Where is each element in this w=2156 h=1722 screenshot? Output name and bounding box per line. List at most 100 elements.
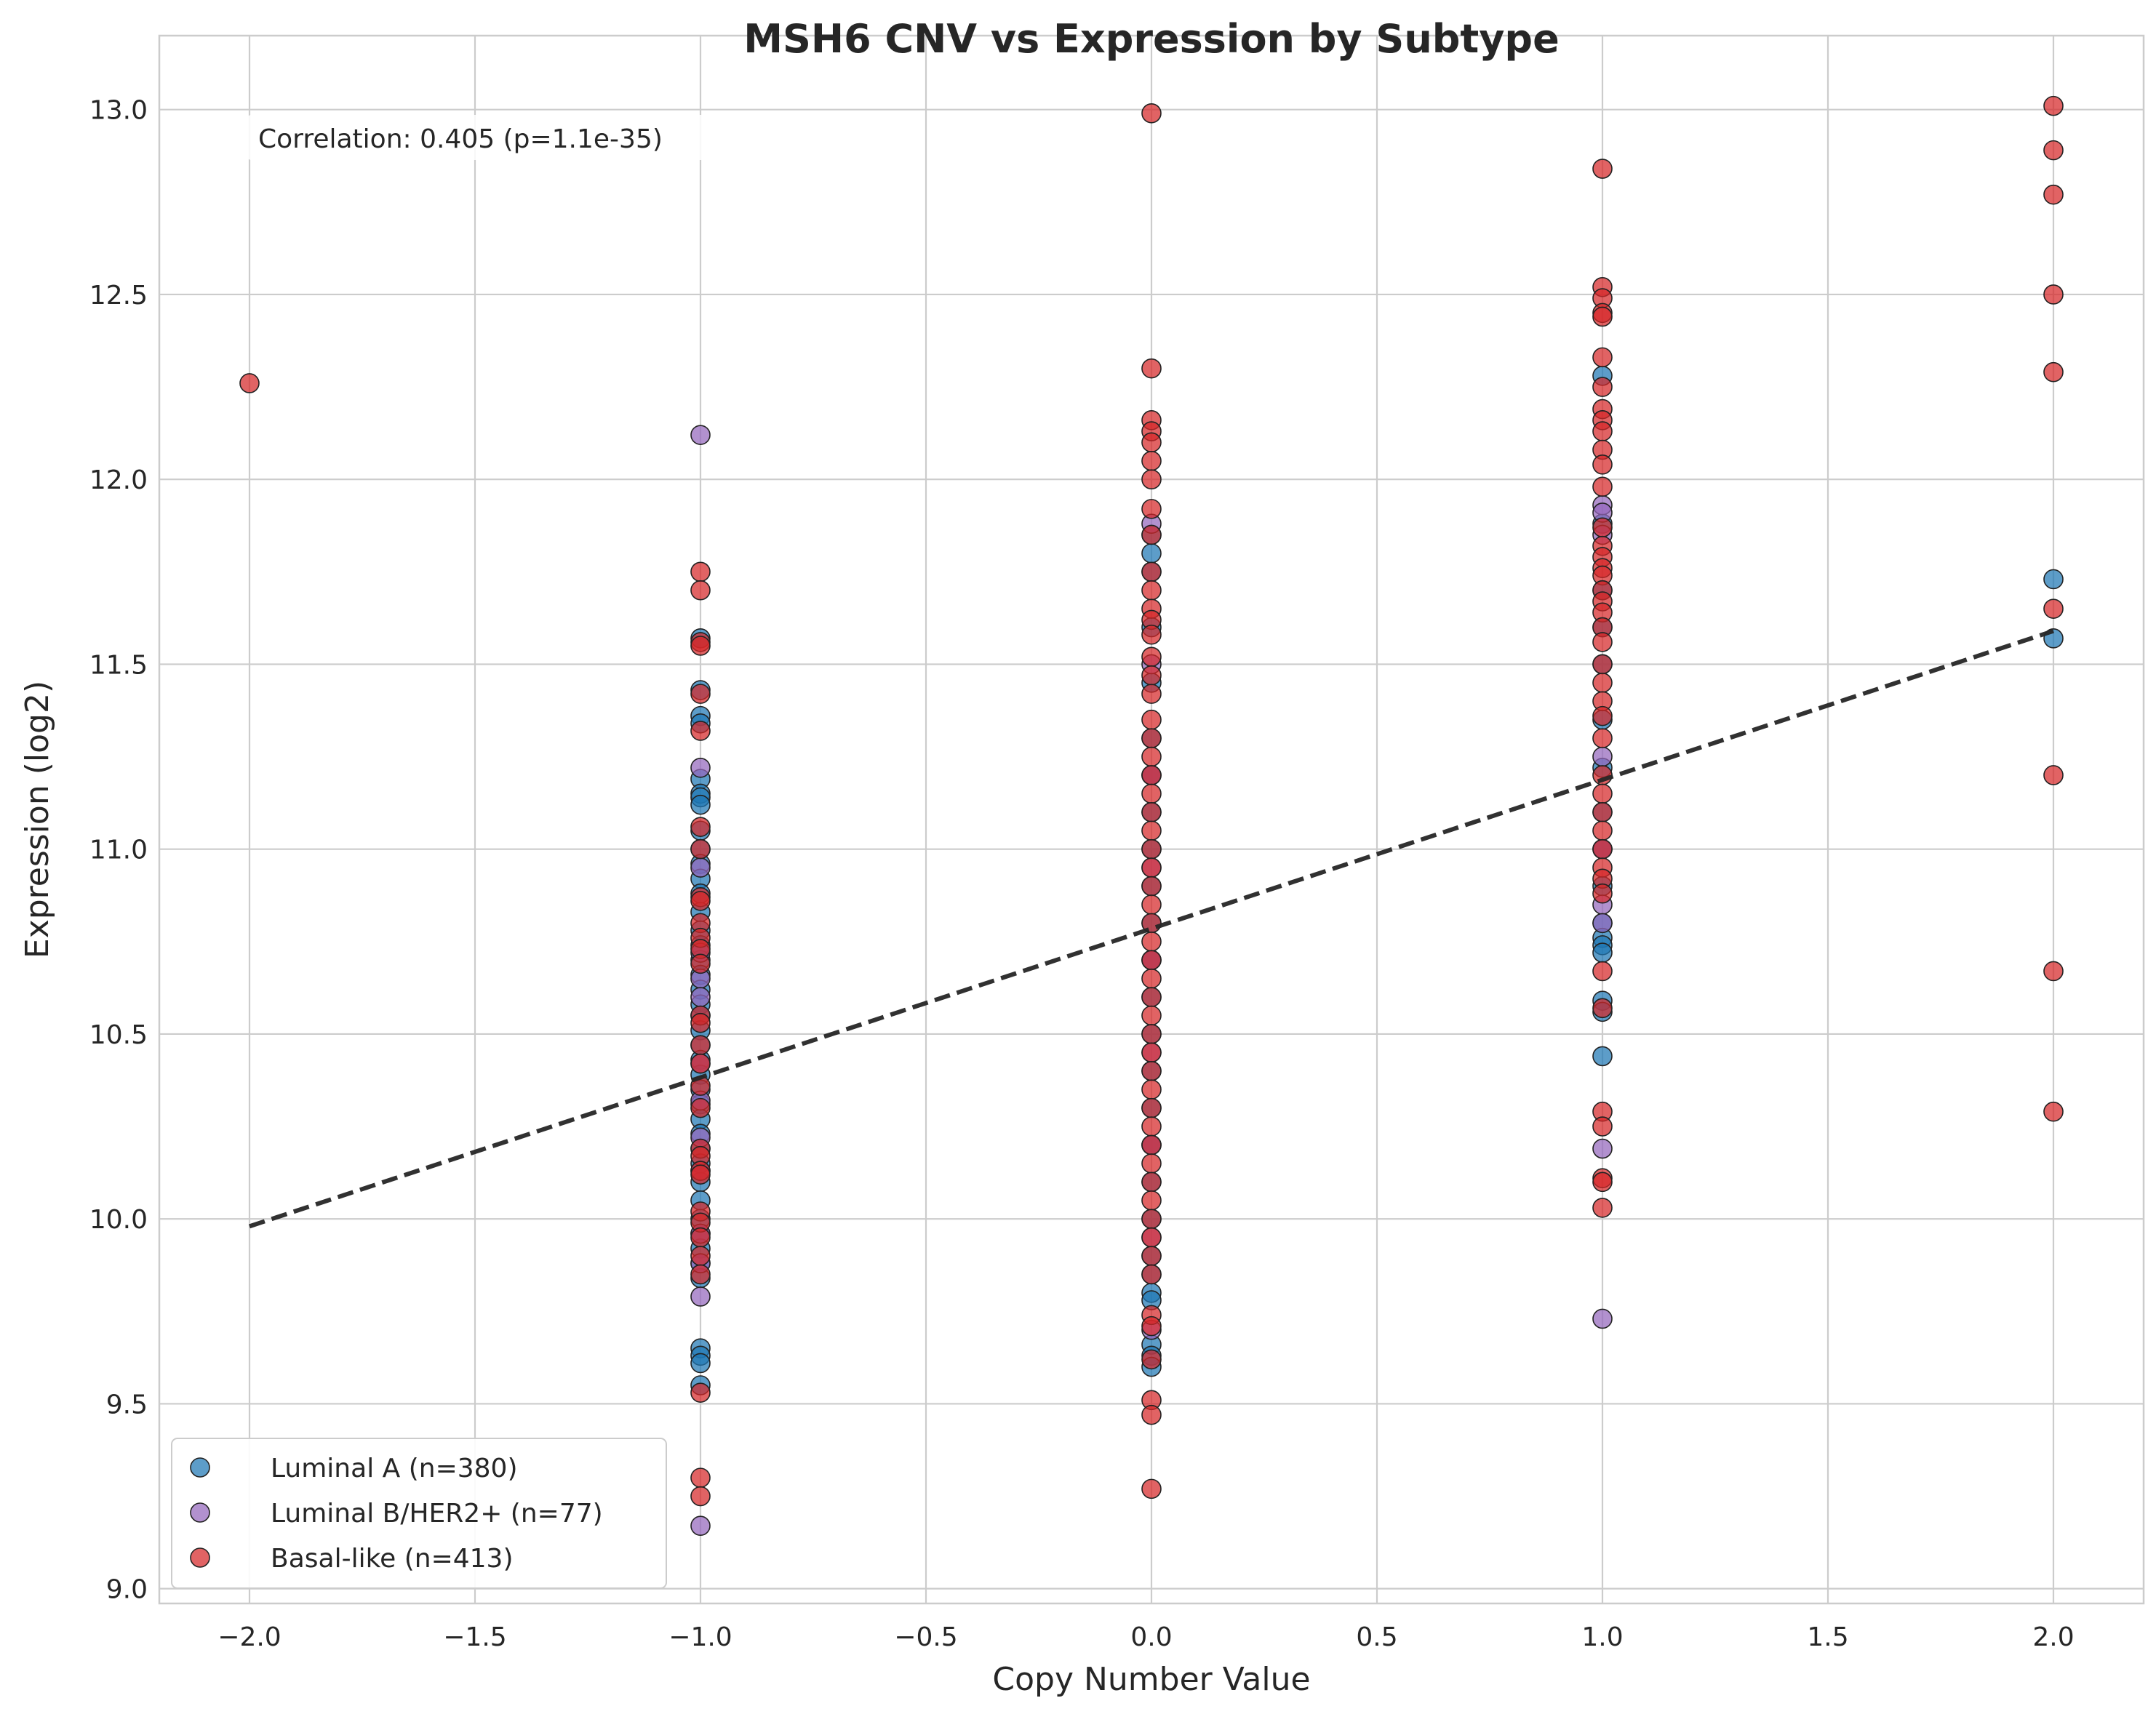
y-tick-label: 9.0 xyxy=(106,1575,148,1605)
data-point xyxy=(1141,1190,1162,1211)
annotation-box xyxy=(246,115,733,160)
data-point xyxy=(1141,665,1162,686)
y-tick-label: 10.5 xyxy=(89,1020,148,1050)
data-point xyxy=(690,1264,711,1285)
data-point xyxy=(1592,454,1613,475)
data-point xyxy=(1141,1153,1162,1174)
x-axis-ticks: −2.0 −1.5 −1.0 −0.5 0.0 0.5 1.0 1.5 2.0 xyxy=(217,1622,2074,1652)
data-point xyxy=(690,1286,711,1307)
data-point xyxy=(2043,598,2064,619)
data-point xyxy=(1141,524,1162,545)
data-point xyxy=(690,838,711,860)
data-point xyxy=(1141,1134,1162,1156)
data-point xyxy=(1141,1315,1162,1337)
data-point xyxy=(1141,561,1162,582)
data-point xyxy=(1141,1079,1162,1100)
data-point xyxy=(1592,517,1613,538)
trend-line xyxy=(249,628,2054,1229)
data-point xyxy=(690,1164,711,1185)
data-point xyxy=(1141,1264,1162,1285)
y-tick-label: 11.5 xyxy=(89,650,148,680)
data-point xyxy=(1141,646,1162,668)
data-point xyxy=(1592,883,1613,904)
data-point xyxy=(2043,361,2064,383)
x-axis-label: Copy Number Value xyxy=(992,1661,1310,1698)
data-point xyxy=(690,817,711,837)
data-point xyxy=(690,1467,711,1488)
data-point xyxy=(690,1486,711,1507)
data-point xyxy=(2043,765,2064,785)
data-point xyxy=(1141,894,1162,915)
data-point xyxy=(690,1035,711,1055)
y-axis-ticks: 9.0 9.5 10.0 10.5 11.0 11.5 12.0 12.5 13.0 xyxy=(89,96,148,1605)
legend-label: Luminal A (n=380) xyxy=(271,1454,518,1483)
data-point xyxy=(1141,1349,1162,1370)
data-point xyxy=(1141,358,1162,379)
data-point xyxy=(2043,1101,2064,1122)
data-point xyxy=(690,1246,711,1266)
y-tick-label: 10.0 xyxy=(89,1205,148,1235)
data-point xyxy=(2043,184,2064,205)
data-point xyxy=(690,1012,711,1033)
data-point xyxy=(1592,998,1613,1019)
data-point xyxy=(1141,684,1162,704)
data-point xyxy=(690,1053,711,1074)
data-point xyxy=(1592,783,1613,804)
x-tick-label: −1.5 xyxy=(443,1622,506,1652)
x-tick-label: 1.0 xyxy=(1581,1622,1623,1652)
data-point xyxy=(1141,499,1162,519)
data-point xyxy=(1592,1308,1613,1329)
data-point xyxy=(1141,932,1162,952)
data-point xyxy=(1592,728,1613,748)
data-point xyxy=(1592,306,1613,327)
data-points xyxy=(239,95,2064,1537)
y-tick-label: 11.0 xyxy=(89,836,148,865)
data-point xyxy=(1141,1116,1162,1137)
data-point xyxy=(1141,728,1162,748)
data-point xyxy=(1141,580,1162,601)
data-point xyxy=(1141,450,1162,471)
legend-frame xyxy=(171,1438,667,1589)
plot-frame xyxy=(158,34,2145,1605)
data-point xyxy=(1592,673,1613,693)
data-point xyxy=(1141,857,1162,878)
data-point xyxy=(2043,961,2064,982)
data-point xyxy=(1141,765,1162,785)
correlation-annotation: Correlation: 0.405 (p=1.1e-35) xyxy=(258,124,663,154)
data-point xyxy=(1141,987,1162,1007)
data-point xyxy=(239,373,260,393)
data-point xyxy=(1592,476,1613,497)
data-point xyxy=(1141,802,1162,822)
data-point xyxy=(690,580,711,601)
data-point xyxy=(1141,783,1162,804)
legend-marker xyxy=(190,1457,210,1478)
data-point xyxy=(1141,1246,1162,1266)
legend-label: Basal-like (n=413) xyxy=(271,1544,514,1574)
y-tick-label: 9.5 xyxy=(106,1390,148,1419)
data-point xyxy=(1592,347,1613,368)
data-point xyxy=(1141,950,1162,971)
data-point xyxy=(2043,95,2064,116)
data-point xyxy=(1592,961,1613,982)
data-point xyxy=(690,794,711,815)
x-tick-label: −0.5 xyxy=(894,1622,957,1652)
data-point xyxy=(1141,1024,1162,1044)
x-tick-label: 0.0 xyxy=(1130,1622,1172,1652)
data-point xyxy=(1141,1097,1162,1118)
data-point xyxy=(1141,469,1162,489)
data-point xyxy=(1592,942,1613,963)
data-point xyxy=(690,1382,711,1403)
data-point xyxy=(1592,1172,1613,1193)
y-tick-label: 12.0 xyxy=(89,465,148,495)
legend-marker xyxy=(190,1502,210,1523)
data-point xyxy=(690,425,711,445)
data-point xyxy=(1592,632,1613,652)
data-point xyxy=(1141,968,1162,989)
data-point xyxy=(1141,103,1162,124)
data-point xyxy=(1592,746,1613,767)
data-point xyxy=(1592,377,1613,397)
series-group xyxy=(239,95,2064,1507)
data-point xyxy=(690,1097,711,1118)
